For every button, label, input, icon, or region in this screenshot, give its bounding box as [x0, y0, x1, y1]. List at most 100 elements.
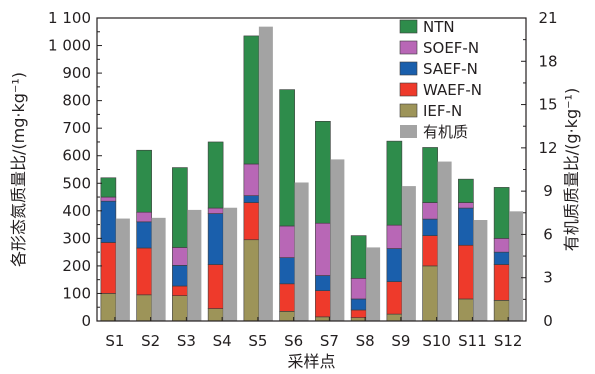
bar-soef-n-s11 — [458, 202, 474, 209]
legend-swatch-ntn — [399, 19, 418, 34]
bar-saef-n-s2 — [136, 221, 152, 249]
bar-ntn-s6 — [279, 89, 295, 227]
bar-waef-n-s7 — [315, 290, 331, 318]
y-right-tick-label: 3 — [543, 269, 553, 287]
legend-swatch-saef-n — [399, 61, 418, 76]
bar-ntn-s8 — [350, 235, 367, 279]
x-tick-label-s3: S3 — [177, 332, 196, 350]
y-right-tick-label: 9 — [543, 182, 553, 200]
bar-ntn-s9 — [386, 140, 403, 226]
y-left-tick-label: 1 000 — [48, 37, 91, 55]
bar-organic-matter-s7 — [330, 159, 345, 321]
legend: NTN SOEF-N SAEF-N WAEF-N IEF-N 有机质 — [399, 18, 482, 141]
bar-saef-n-s3 — [172, 265, 188, 287]
bar-waef-n-s11 — [458, 244, 474, 300]
legend-label-ntn: NTN — [423, 18, 455, 36]
bar-ief-n-s3 — [172, 295, 188, 322]
bar-soef-n-s8 — [350, 278, 367, 300]
bar-ntn-s7 — [315, 120, 331, 224]
bar-ntn-s12 — [493, 187, 510, 239]
x-tick-label-s1: S1 — [105, 332, 124, 350]
bar-soef-n-s10 — [422, 202, 438, 220]
legend-swatch-organic-matter — [400, 125, 417, 138]
bar-soef-n-s9 — [386, 224, 403, 249]
y-right-tick-label: 21 — [538, 9, 557, 27]
x-tick-label-s6: S6 — [284, 332, 303, 350]
bar-saef-n-s11 — [458, 207, 474, 246]
y-left-tick-label: 0 — [81, 312, 91, 330]
bar-ief-n-s10 — [422, 265, 438, 322]
bar-ntn-s2 — [136, 149, 152, 213]
legend-label-ief-n: IEF-N — [423, 102, 462, 120]
bar-organic-matter-s5 — [258, 26, 273, 322]
y-axis-left-title: 各形态氮质量比/(mg·kg⁻¹) — [9, 72, 28, 267]
legend-swatch-soef-n — [399, 40, 418, 55]
x-tick-label-s8: S8 — [356, 332, 375, 350]
bar-organic-matter-s3 — [187, 209, 202, 321]
x-tick-label-s11: S11 — [458, 332, 487, 350]
bar-ntn-s5 — [243, 35, 260, 165]
x-tick-label-s4: S4 — [213, 332, 232, 350]
bar-organic-matter-s6 — [294, 182, 309, 321]
x-tick-label-s5: S5 — [248, 332, 267, 350]
bar-organic-matter-s10 — [437, 161, 452, 321]
bar-saef-n-s4 — [207, 213, 224, 265]
bar-waef-n-s2 — [136, 247, 152, 296]
bar-waef-n-s3 — [172, 285, 188, 296]
bar-soef-n-s4 — [207, 207, 224, 214]
bar-saef-n-s7 — [315, 275, 331, 291]
bar-waef-n-s8 — [350, 309, 367, 318]
x-tick-label-s12: S12 — [494, 332, 523, 350]
y-left-tick-label: 400 — [62, 202, 91, 220]
bar-saef-n-s1 — [100, 200, 117, 243]
bar-organic-matter-s1 — [115, 218, 130, 321]
x-axis-title: 采样点 — [287, 352, 335, 371]
bar-ntn-s10 — [422, 147, 438, 203]
y-right-tick-label: 6 — [543, 225, 553, 243]
bar-waef-n-s12 — [493, 264, 510, 301]
bar-ief-n-s9 — [386, 313, 403, 322]
bar-organic-matter-s4 — [223, 207, 238, 321]
legend-label-waef-n: WAEF-N — [423, 81, 482, 99]
y-right-tick-label: 12 — [538, 139, 557, 157]
bar-soef-n-s6 — [279, 225, 295, 258]
legend-swatch-ief-n — [399, 103, 418, 118]
bar-ief-n-s5 — [243, 239, 260, 322]
legend-swatch-waef-n — [399, 82, 418, 97]
y-left-tick-label: 600 — [62, 147, 91, 165]
bar-ief-n-s2 — [136, 294, 152, 322]
y-left-tick-label: 700 — [62, 119, 91, 137]
y-left-tick-label: 100 — [62, 284, 91, 302]
bar-organic-matter-s11 — [473, 220, 488, 321]
y-right-tick-label: 0 — [543, 312, 553, 330]
bar-organic-matter-s12 — [509, 211, 524, 321]
bar-organic-matter-s2 — [151, 217, 166, 321]
bar-waef-n-s4 — [207, 264, 224, 309]
bar-ntn-s3 — [172, 167, 188, 248]
bar-ief-n-s12 — [493, 300, 510, 322]
bars-layer — [100, 26, 524, 322]
bar-saef-n-s9 — [386, 248, 403, 282]
x-tick-label-s10: S10 — [422, 332, 451, 350]
y-left-tick-label: 800 — [62, 92, 91, 110]
y-left-tick-label: 300 — [62, 229, 91, 247]
bar-saef-n-s5 — [243, 195, 260, 203]
bar-waef-n-s1 — [100, 242, 117, 294]
axes-layer: S1 S2 S3 S4 S5 S6 S7 S8 S9 S10 S11 S12 0 100 200 300 400… — [48, 9, 558, 350]
x-tick-label-s9: S9 — [391, 332, 410, 350]
bar-soef-n-s2 — [136, 211, 152, 223]
bar-soef-n-s3 — [172, 247, 188, 266]
x-tick-label-s7: S7 — [320, 332, 339, 350]
bar-ief-n-s1 — [100, 293, 117, 322]
x-tick-label-s2: S2 — [141, 332, 160, 350]
bar-ntn-s4 — [207, 141, 224, 209]
bar-ntn-s1 — [100, 177, 117, 198]
bar-saef-n-s12 — [493, 251, 510, 265]
y-left-tick-label: 200 — [62, 257, 91, 275]
y-right-tick-label: 18 — [538, 52, 557, 70]
bar-organic-matter-s9 — [401, 186, 416, 321]
bar-saef-n-s10 — [422, 218, 438, 236]
legend-label-saef-n: SAEF-N — [423, 60, 478, 78]
y-left-tick-label: 900 — [62, 64, 91, 82]
